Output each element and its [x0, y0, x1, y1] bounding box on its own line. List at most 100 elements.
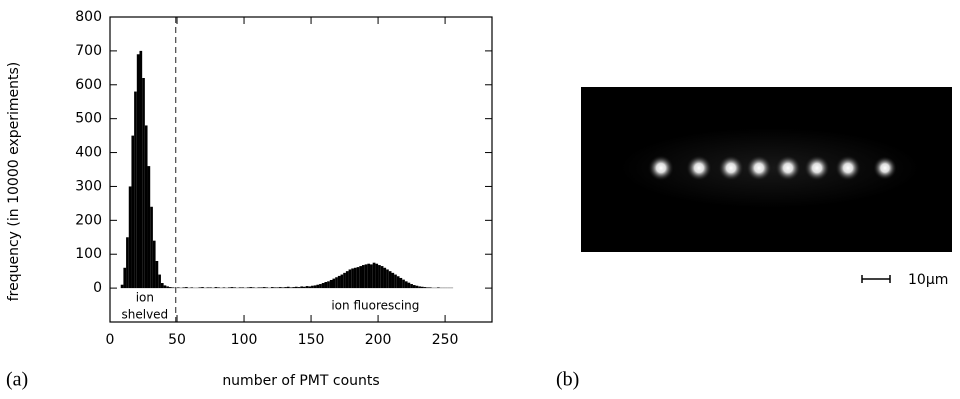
- bar: [365, 264, 368, 288]
- ion: [718, 155, 744, 181]
- bar: [327, 281, 330, 288]
- bar: [137, 54, 140, 288]
- ion: [686, 155, 712, 181]
- bar: [241, 287, 244, 288]
- bar: [324, 282, 327, 288]
- bar: [164, 285, 167, 288]
- x-tick-label: 150: [298, 332, 325, 348]
- bar: [421, 287, 424, 288]
- scale-bar: [862, 275, 890, 283]
- bar: [121, 285, 124, 288]
- bar: [282, 287, 285, 288]
- bar: [223, 287, 226, 288]
- bar: [338, 276, 341, 288]
- bar: [142, 78, 145, 288]
- bar: [362, 265, 365, 288]
- bar: [375, 264, 378, 288]
- bar: [129, 186, 132, 288]
- bar: [295, 287, 298, 288]
- bar: [335, 277, 338, 288]
- bar: [279, 287, 282, 288]
- bar: [346, 271, 349, 288]
- plot-frame: [110, 17, 492, 322]
- y-tick-label: 800: [75, 9, 102, 25]
- bar: [265, 287, 268, 288]
- panel-label: (b): [556, 369, 579, 391]
- bar: [426, 287, 429, 288]
- bar: [201, 287, 204, 288]
- bar: [161, 283, 164, 288]
- bar: [169, 287, 172, 288]
- bar: [158, 275, 161, 289]
- bar: [351, 268, 354, 288]
- annotation: ion: [136, 291, 154, 305]
- bar: [410, 284, 413, 288]
- bar: [257, 287, 260, 288]
- bar: [284, 287, 287, 288]
- bar: [231, 287, 234, 288]
- bar: [405, 281, 408, 288]
- bar: [123, 268, 126, 288]
- bar: [145, 125, 148, 288]
- bar: [182, 287, 185, 288]
- bar: [389, 271, 392, 288]
- y-tick-label: 600: [75, 77, 102, 93]
- bar: [343, 273, 346, 288]
- bar: [190, 287, 193, 288]
- bar: [148, 166, 151, 288]
- bar: [131, 136, 134, 289]
- bar: [378, 265, 381, 288]
- bar: [386, 269, 389, 288]
- ion: [873, 156, 897, 180]
- bar: [397, 276, 400, 288]
- bar: [354, 268, 357, 288]
- bar: [303, 287, 306, 288]
- bar: [367, 264, 370, 288]
- bar: [239, 287, 242, 288]
- bar: [287, 287, 290, 288]
- bar: [292, 287, 295, 288]
- bar: [357, 267, 360, 288]
- ion: [746, 155, 772, 181]
- bar: [341, 275, 344, 289]
- bar: [249, 287, 252, 288]
- bar: [150, 207, 153, 288]
- bar: [306, 286, 309, 288]
- bar: [209, 287, 212, 288]
- x-tick-label: 200: [365, 332, 392, 348]
- figure: (a) (b) 10μm 050100150200250010020030040…: [0, 0, 960, 395]
- y-tick-label: 700: [75, 43, 102, 59]
- y-tick-label: 400: [75, 145, 102, 161]
- x-tick-label: 250: [432, 332, 459, 348]
- bar: [437, 287, 440, 288]
- bar: [207, 287, 210, 288]
- y-tick-label: 0: [93, 280, 102, 296]
- bar: [308, 286, 311, 288]
- y-tick-label: 500: [75, 111, 102, 127]
- bar: [394, 275, 397, 289]
- bar: [383, 268, 386, 288]
- bar: [166, 286, 169, 288]
- bar: [172, 287, 175, 288]
- bar: [349, 269, 352, 288]
- x-tick-label: 100: [231, 332, 258, 348]
- panel-label: (a): [6, 369, 28, 391]
- bar: [260, 287, 263, 288]
- x-tick-label: 50: [168, 332, 186, 348]
- bar: [370, 264, 373, 288]
- bar: [215, 287, 218, 288]
- y-tick-label: 200: [75, 212, 102, 228]
- bar: [252, 287, 255, 288]
- bar: [413, 285, 416, 288]
- bar: [228, 287, 231, 288]
- bar: [424, 287, 427, 288]
- ion: [775, 155, 801, 181]
- bar: [290, 287, 293, 288]
- bar: [134, 92, 137, 289]
- bar: [153, 241, 156, 288]
- bar: [373, 263, 376, 288]
- bar: [274, 287, 277, 288]
- bar: [359, 266, 362, 288]
- x-axis-label: number of PMT counts: [222, 373, 379, 389]
- y-tick-label: 100: [75, 246, 102, 262]
